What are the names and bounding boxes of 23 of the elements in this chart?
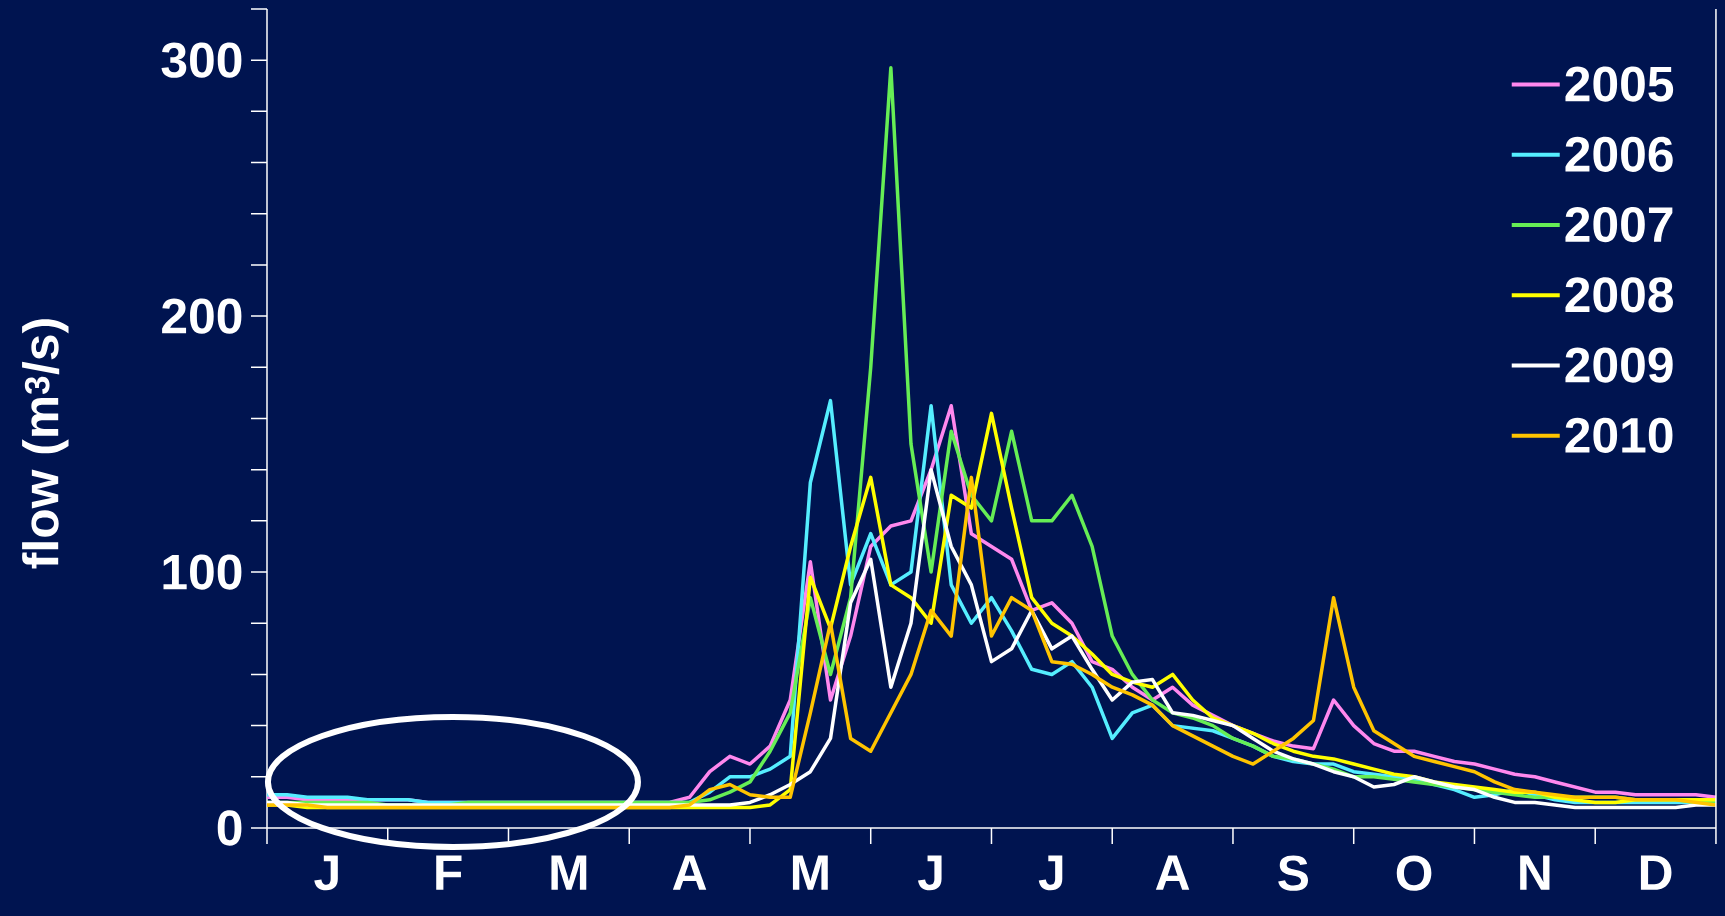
- x-tick-label: D: [1640, 855, 1672, 890]
- y-tick-label: 300: [161, 42, 242, 78]
- x-tick-label: J: [918, 855, 942, 891]
- x-tick-label: A: [1155, 855, 1190, 890]
- x-tick-label: M: [551, 855, 587, 890]
- legend-label: 2010: [1565, 417, 1673, 453]
- legend-label: 2009: [1565, 347, 1673, 383]
- y-axis-title: flow (m$^{3}$/s): [22, 319, 69, 569]
- legend-label: 2007: [1565, 206, 1673, 243]
- x-tick-label: S: [1278, 855, 1309, 891]
- legend-label: 2005: [1565, 66, 1674, 102]
- x-tick-label: N: [1520, 855, 1550, 890]
- y-tick-label: 200: [162, 298, 242, 334]
- x-tick-label: J: [1038, 855, 1063, 891]
- x-tick-label: F: [436, 855, 462, 890]
- legend-label: 2006: [1565, 136, 1673, 172]
- x-tick-label: O: [1396, 855, 1432, 891]
- legend-label: 2008: [1565, 277, 1673, 313]
- x-tick-label: A: [672, 855, 707, 890]
- x-tick-label: J: [314, 855, 338, 891]
- y-tick-label: 0: [217, 810, 242, 846]
- y-tick-label: 100: [163, 554, 242, 590]
- x-tick-label: M: [792, 855, 828, 890]
